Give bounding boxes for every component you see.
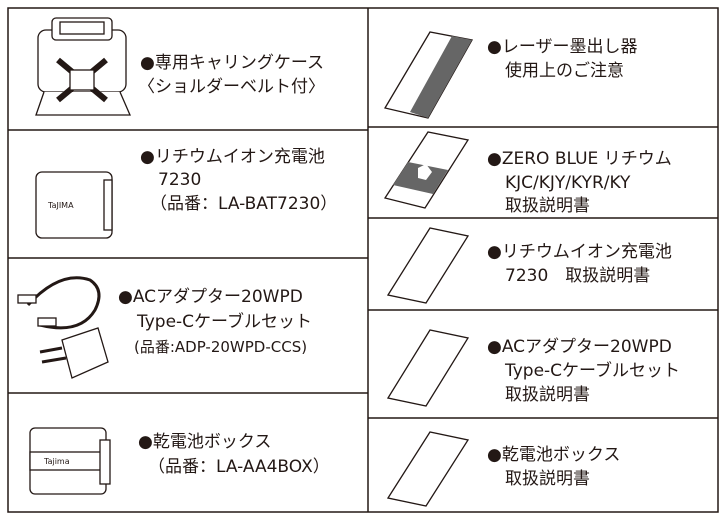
item-text: Type-Cケーブルセット [504, 360, 680, 381]
item-text: ●専用キャリングケース [140, 53, 324, 73]
right-dividers [368, 126, 718, 419]
item-text: ●リチウムイオン充電池 [487, 242, 672, 262]
item-text: （品番：LA-AA4BOX） [148, 457, 330, 477]
svg-text:Tajima: Tajima [43, 457, 70, 466]
item-text: 取扱説明書 [505, 385, 590, 405]
item-text: （品番：LA-BAT7230） [150, 194, 337, 214]
battery-box-icon: Tajima [29, 427, 111, 495]
item-text: ●ACアダプター20WPD [487, 337, 672, 357]
adapter-icon [17, 276, 109, 379]
item-text: 7230 取扱説明書 [505, 266, 650, 286]
item-text: 〈ショルダーベルト付〉 [138, 77, 325, 97]
table-border [7, 7, 719, 513]
item-text: 取扱説明書 [505, 196, 590, 216]
item-text: 取扱説明書 [505, 469, 590, 489]
item-text: ●乾電池ボックス [138, 432, 271, 452]
item-text: ●ZERO BLUE リチウム [487, 149, 672, 169]
battery-icon: TaJIMA [35, 171, 113, 239]
left-dividers [8, 129, 368, 394]
booklet-icons [383, 31, 474, 507]
item-text: ●レーザー墨出し器 [487, 37, 638, 57]
item-text: Type-Cケーブルセット [136, 311, 312, 332]
svg-text:TaJIMA: TaJIMA [47, 201, 74, 210]
item-text: (品番:ADP-20WPD-CCS) [134, 338, 307, 356]
item-text: ●ACアダプター20WPD [118, 287, 303, 307]
item-text: ●リチウムイオン充電池 [140, 147, 325, 167]
item-text: KJC/KJY/KYR/KY [505, 173, 631, 193]
item-text: 7230 [158, 170, 201, 190]
carrying-case-icon [35, 17, 131, 116]
item-text: ●乾電池ボックス [487, 445, 620, 465]
item-text: 使用上のご注意 [505, 60, 624, 81]
